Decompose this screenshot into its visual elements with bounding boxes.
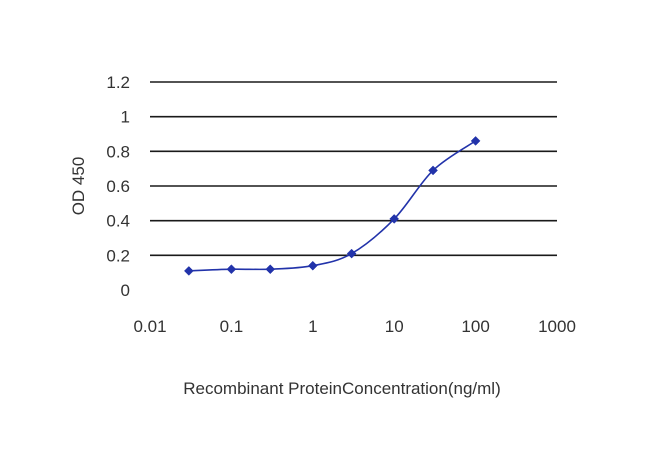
x-tick-label: 1 xyxy=(308,317,317,336)
y-tick-label: 0.6 xyxy=(106,177,130,196)
data-point xyxy=(470,136,481,146)
x-tick-label: 100 xyxy=(461,317,489,336)
x-tick-label: 0.01 xyxy=(133,317,166,336)
data-point xyxy=(265,264,276,275)
data-point xyxy=(183,266,194,276)
series-layer xyxy=(183,136,481,276)
y-tick-label: 0 xyxy=(121,281,130,300)
data-point xyxy=(389,214,400,224)
y-axis-title: OD 450 xyxy=(69,157,88,216)
data-point xyxy=(428,165,438,176)
x-axis-ticks: 0.01 0.1 1 10 100 1000 xyxy=(133,317,575,336)
y-tick-label: 1 xyxy=(121,108,130,127)
y-tick-label: 1.2 xyxy=(106,73,130,92)
data-point xyxy=(346,248,357,259)
y-axis-ticks: 0 0.2 0.4 0.6 0.8 1 1.2 xyxy=(106,73,130,300)
y-tick-label: 0.8 xyxy=(106,142,130,161)
x-tick-label: 0.1 xyxy=(220,317,244,336)
x-tick-label: 1000 xyxy=(538,317,576,336)
y-tick-label: 0.2 xyxy=(106,246,130,265)
grid-lines xyxy=(150,81,557,257)
x-tick-label: 10 xyxy=(385,317,404,336)
data-point xyxy=(226,264,237,275)
x-axis-title: Recombinant ProteinConcentration(ng/ml) xyxy=(183,379,501,398)
data-point xyxy=(307,260,318,271)
y-tick-label: 0.4 xyxy=(106,212,130,231)
